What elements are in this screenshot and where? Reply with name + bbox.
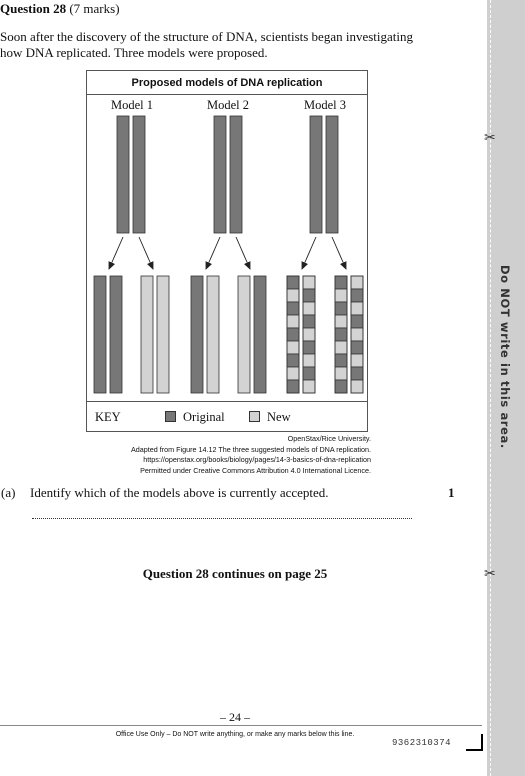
dispersive-segment (286, 379, 300, 394)
dispersive-segment (334, 327, 348, 342)
model-3-label: Model 3 (304, 98, 346, 112)
figure-source: OpenStax/Rice University. Adapted from F… (86, 434, 371, 476)
original-swatch (165, 411, 176, 422)
dispersive-segment (302, 301, 316, 316)
figure-key: KEY Original New (87, 401, 367, 432)
question-heading: Question 28 (7 marks) (0, 1, 120, 17)
corner-mark (481, 734, 483, 751)
strand-outline (286, 275, 300, 394)
dispersive-segment (334, 353, 348, 368)
model-1-parent (116, 115, 146, 234)
dispersive-segment (302, 288, 316, 303)
replication-arrows (108, 236, 347, 270)
dispersive-segment (334, 366, 348, 381)
model-2-daughters (190, 275, 267, 394)
dispersive-segment (350, 340, 364, 355)
strand-outline (302, 275, 316, 394)
dispersive-segment (302, 353, 316, 368)
margin-warning: Do NOT write in this area. (493, 265, 519, 455)
source-line: OpenStax/Rice University. (287, 434, 371, 443)
dispersive-segment (286, 340, 300, 355)
model-3-parent (309, 115, 339, 234)
scissors-icon: ✂ (484, 130, 496, 146)
dispersive-segment (302, 366, 316, 381)
key-label: KEY (95, 410, 121, 424)
dispersive-segment (302, 275, 316, 290)
dispersive-segment (350, 275, 364, 290)
dispersive-segment (302, 314, 316, 329)
dispersive-segment (286, 314, 300, 329)
dispersive-segment (350, 366, 364, 381)
model-2-parent (213, 115, 243, 234)
dispersive-segment (334, 379, 348, 394)
page-number: – 24 – (220, 710, 250, 724)
dispersive-segment (286, 301, 300, 316)
answer-line[interactable] (32, 512, 412, 519)
dispersive-segment (286, 366, 300, 381)
replication-figure: Proposed models of DNA replication Model… (86, 70, 368, 432)
dispersive-segment (286, 353, 300, 368)
dispersive-segment (350, 301, 364, 316)
key-new-label: New (267, 410, 291, 424)
office-use-note: Office Use Only – Do NOT write anything,… (115, 731, 355, 738)
part-a-label: (a) (1, 485, 16, 500)
model-1-daughters (93, 275, 170, 394)
dispersive-segment (302, 379, 316, 394)
dispersive-segment (350, 314, 364, 329)
dispersive-segment (334, 288, 348, 303)
barcode-number: 9362310374 (392, 738, 452, 748)
model-1-label: Model 1 (111, 98, 153, 112)
source-line: Adapted from Figure 14.12 The three sugg… (131, 444, 371, 454)
margin-warning-text: Do NOT write in this area. (498, 265, 512, 449)
new-swatch (249, 411, 260, 422)
continues-note: Question 28 continues on page 25 (142, 566, 328, 581)
dispersive-segment (286, 288, 300, 303)
source-line: https://openstax.org/books/biology/pages… (143, 455, 371, 464)
cut-line (490, 0, 491, 776)
bottom-rule (0, 725, 482, 726)
part-a-marks: 1 (448, 485, 455, 500)
models-diagram: Model 1 Model 2 Model 3 (93, 98, 364, 394)
intro-text: Soon after the discovery of the structur… (0, 29, 414, 60)
dispersive-segment (334, 340, 348, 355)
dispersive-segment (334, 314, 348, 329)
dispersive-segment (334, 275, 348, 290)
figure-title: Proposed models of DNA replication (87, 71, 367, 95)
dispersive-segment (334, 301, 348, 316)
dispersive-segment (286, 327, 300, 342)
part-a-question: Identify which of the models above is cu… (30, 485, 329, 500)
key-original-label: Original (183, 410, 225, 424)
strand-outline (350, 275, 364, 394)
scissors-icon: ✂ (484, 566, 496, 582)
margin-strip (487, 0, 525, 776)
strand-outline (334, 275, 348, 394)
question-marks: (7 marks) (69, 1, 120, 16)
dispersive-segment (302, 327, 316, 342)
model-2-label: Model 2 (207, 98, 249, 112)
model-3-daughters (286, 275, 364, 394)
source-line: Permitted under Creative Commons Attribu… (140, 465, 371, 475)
corner-mark (466, 749, 483, 751)
question-number: Question 28 (0, 1, 67, 16)
dispersive-segment (350, 379, 364, 394)
dispersive-segment (302, 340, 316, 355)
dispersive-segment (350, 353, 364, 368)
dispersive-segment (286, 275, 300, 290)
dispersive-segment (350, 288, 364, 303)
dispersive-segment (350, 327, 364, 342)
